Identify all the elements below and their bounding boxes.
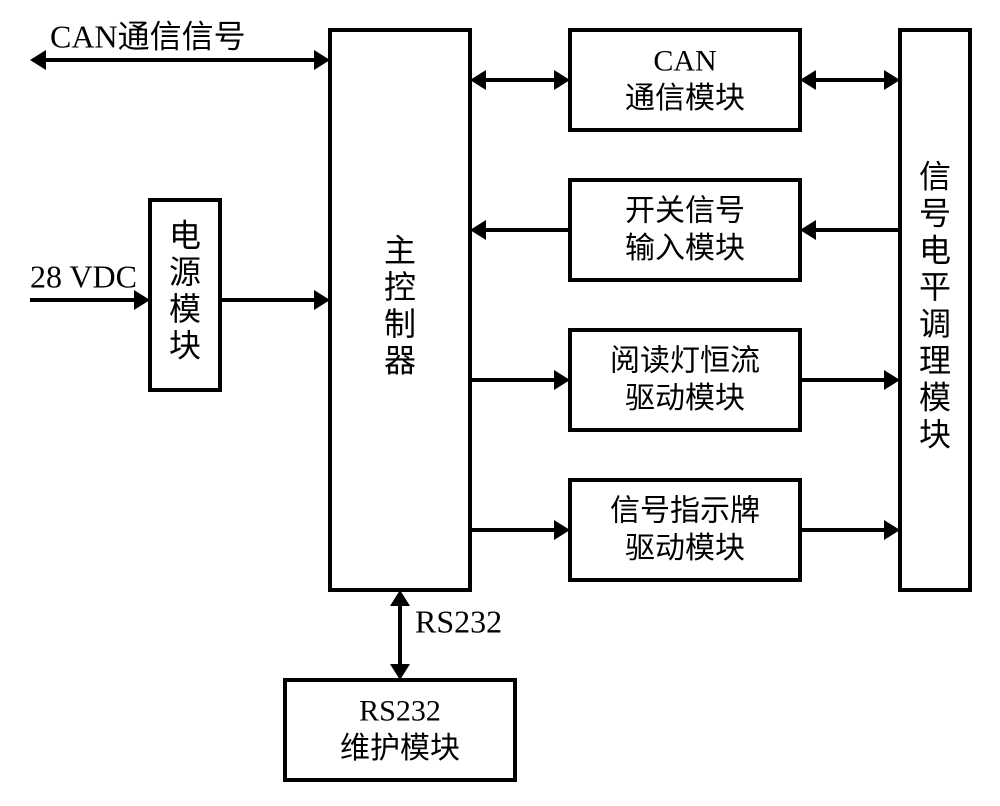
box-level_cond-char: 模 <box>919 380 951 416</box>
box-can_mod-line2: 通信模块 <box>625 82 745 115</box>
box-light_drv: 阅读灯恒流驱动模块 <box>570 330 800 430</box>
box-main_ctrl: 主控制器 <box>330 30 470 590</box>
box-level_cond: 信号电平调理模块 <box>900 30 970 590</box>
box-level_cond-char: 平 <box>919 269 951 305</box>
box-power-char: 电 <box>169 217 201 253</box>
box-can_mod-line1: CAN <box>653 44 716 77</box>
box-power: 电源模块 <box>150 200 220 390</box>
label-can_signal: CAN通信信号 <box>50 18 246 54</box>
box-main_ctrl-char: 器 <box>384 343 416 379</box>
box-level_cond-char: 块 <box>919 416 951 452</box>
box-switch_in-line1: 开关信号 <box>625 194 745 227</box>
box-light_drv-line1: 阅读灯恒流 <box>610 344 760 377</box>
box-sign_drv: 信号指示牌驱动模块 <box>570 480 800 580</box>
box-switch_in: 开关信号输入模块 <box>570 180 800 280</box>
box-main_ctrl-char: 制 <box>384 306 416 342</box>
box-switch_in-line2: 输入模块 <box>625 232 745 265</box>
box-can_mod: CAN 通信模块 <box>570 30 800 130</box>
box-light_drv-line2: 驱动模块 <box>625 382 745 415</box>
label-vdc: 28 VDC <box>30 258 137 294</box>
box-sign_drv-line2: 驱动模块 <box>625 532 745 565</box>
box-level_cond-char: 调 <box>919 306 951 342</box>
box-power-char: 源 <box>169 254 201 290</box>
label-rs232: RS232 <box>415 603 502 639</box>
box-rs232_mod-line2: 维护模块 <box>340 732 460 765</box>
box-power-char: 块 <box>169 328 201 364</box>
box-sign_drv-line1: 信号指示牌 <box>610 494 760 527</box>
box-rs232_mod-line1: RS232 <box>359 694 441 727</box>
box-level_cond-char: 电 <box>919 232 951 268</box>
box-main_ctrl-char: 主 <box>384 232 416 268</box>
box-rs232_mod: RS232 维护模块 <box>285 680 515 780</box>
box-level_cond-char: 号 <box>919 196 951 232</box>
box-main_ctrl-char: 控 <box>384 269 416 305</box>
box-power-char: 模 <box>169 291 201 327</box>
box-level_cond-char: 理 <box>919 343 951 379</box>
box-level_cond-char: 信 <box>919 159 951 195</box>
